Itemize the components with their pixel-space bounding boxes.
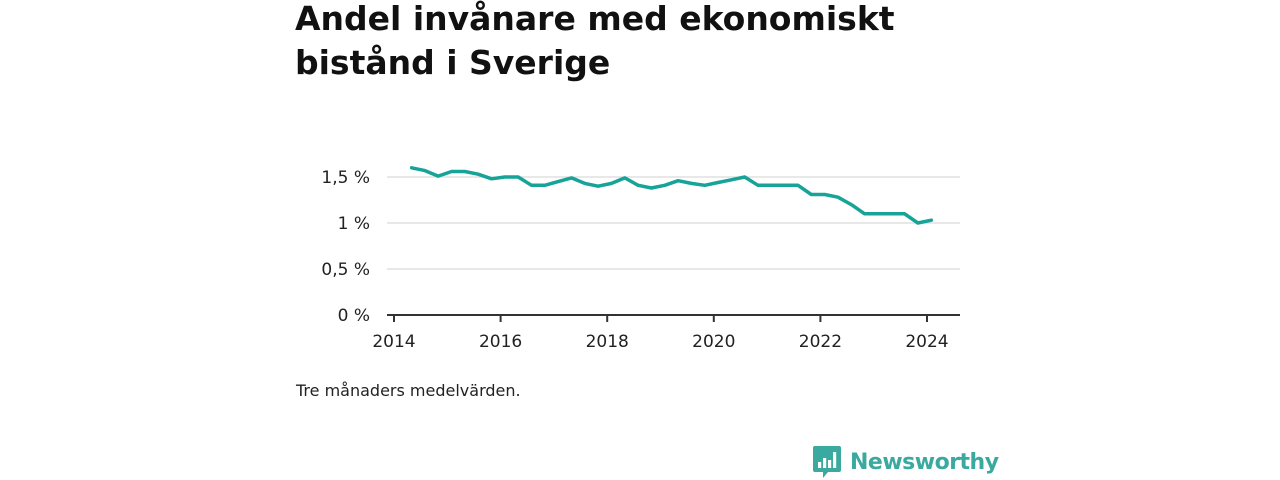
series-line [409, 166, 934, 225]
x-tick-label: 2024 [905, 332, 948, 352]
x-axis [387, 314, 960, 322]
chart-caption: Tre månaders medelvärden. [296, 381, 521, 400]
chart-title: Andel invånare med ekonomiskt bistånd i … [295, 0, 895, 82]
x-tick-label: 2016 [479, 332, 522, 352]
brand-name: Newsworthy [850, 449, 999, 475]
series [409, 166, 934, 225]
x-tick-label: 2014 [372, 332, 415, 352]
y-tick-label: 1 % [338, 214, 370, 234]
bar-chart-speech-bubble-icon [813, 446, 841, 478]
y-axis-tick-labels: 0 % 0,5 % 1 % 1,5 % [321, 168, 370, 326]
y-tick-label: 1,5 % [321, 168, 370, 188]
x-tick-label: 2020 [692, 332, 735, 352]
gridlines [387, 176, 960, 270]
y-tick-label: 0,5 % [321, 260, 370, 280]
x-tick-label: 2018 [586, 332, 629, 352]
newsworthy-logo: Newsworthy [812, 445, 999, 479]
line-chart: 0 % 0,5 % 1 % 1,5 % 2014 2016 2018 2020 2022 202… [321, 166, 960, 352]
y-tick-label: 0 % [338, 306, 370, 326]
x-tick-label: 2022 [799, 332, 842, 352]
x-axis-tick-labels: 2014 2016 2018 2020 2022 2024 [372, 332, 948, 352]
